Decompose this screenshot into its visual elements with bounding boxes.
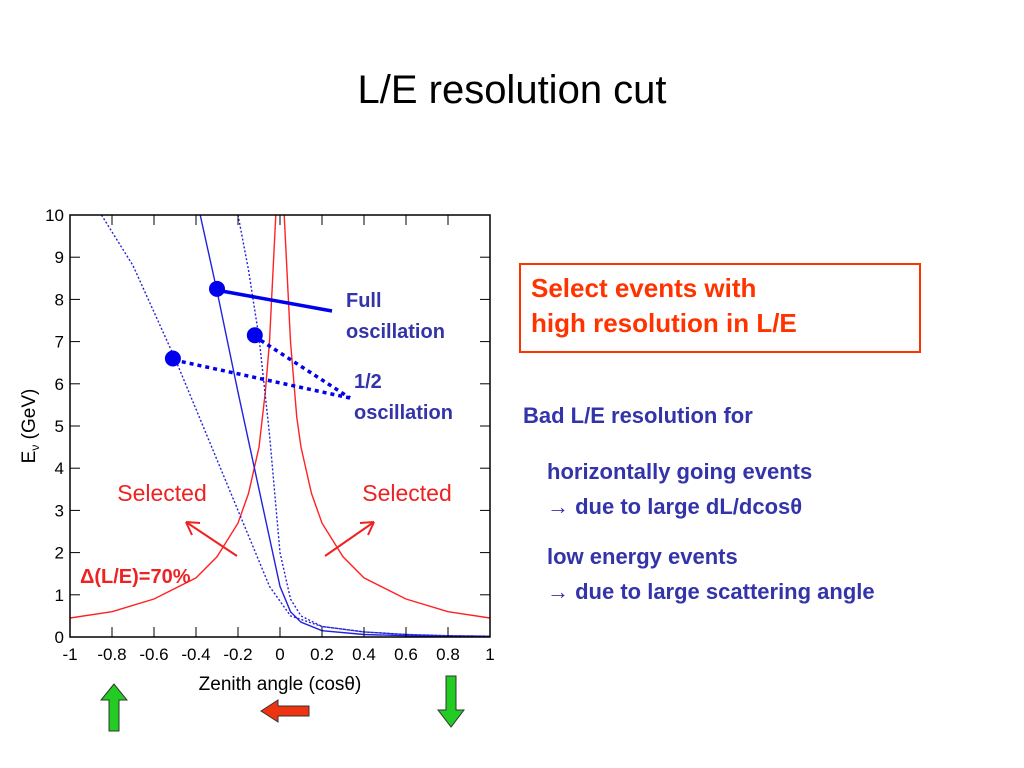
half-osc-connector-b bbox=[173, 358, 351, 400]
series-line-2 bbox=[283, 215, 490, 619]
oscillation-point-2 bbox=[246, 327, 263, 344]
y-tick-label: 8 bbox=[55, 290, 64, 309]
cut-box-line-1: Select events with bbox=[531, 273, 757, 303]
y-label-unit: (GeV) bbox=[19, 389, 40, 445]
note-item-1-line-1: horizontally going events bbox=[547, 459, 813, 484]
x-tick-label: -1 bbox=[62, 645, 77, 664]
tick-labels: -1 -0.8 -0.6 -0.4 -0.2 0 0.2 0.4 0.6 0.8 101234567… bbox=[45, 206, 495, 664]
resolution-value: (L/E)=70% bbox=[94, 566, 190, 588]
y-tick-label: 6 bbox=[55, 375, 64, 394]
full-osc-label-1: Full bbox=[346, 290, 382, 312]
slide-title: L/E resolution cut bbox=[357, 68, 667, 112]
resolution-label: Δ(L/E)=70% bbox=[80, 566, 191, 588]
notes-heading: Bad L/E resolution for bbox=[523, 403, 753, 428]
curves-group bbox=[70, 215, 490, 637]
selected-right-label: Selected bbox=[362, 480, 452, 506]
x-tick-label: -0.4 bbox=[181, 645, 210, 664]
series-line-1 bbox=[70, 215, 277, 619]
cut-description-box: Select events with high resolution in L/… bbox=[519, 263, 921, 353]
full-osc-connector bbox=[215, 288, 333, 313]
selected-left-arrow bbox=[185, 521, 238, 557]
half-osc-connector-a bbox=[253, 334, 351, 400]
full-osc-label-2: oscillation bbox=[346, 321, 445, 343]
y-tick-label: 10 bbox=[45, 206, 64, 225]
note-item-2-line-1: low energy events bbox=[547, 544, 738, 569]
y-tick-label: 1 bbox=[55, 586, 64, 605]
y-tick-label: 4 bbox=[55, 459, 64, 478]
y-tick-label: 0 bbox=[55, 628, 64, 647]
series-line-5 bbox=[237, 215, 490, 637]
oscillation-markers bbox=[164, 280, 263, 367]
x-tick-label: -0.6 bbox=[139, 645, 168, 664]
y-label-sub: ν bbox=[28, 445, 42, 451]
y-axis-label: Eν (GeV) bbox=[19, 389, 42, 464]
selected-left-label: Selected bbox=[117, 480, 207, 506]
x-tick-label: -0.8 bbox=[97, 645, 126, 664]
down-going-arrow-icon bbox=[436, 675, 466, 728]
y-tick-label: 9 bbox=[55, 248, 64, 267]
y-label-main: E bbox=[19, 451, 40, 464]
cut-box-line-2: high resolution in L/E bbox=[531, 308, 797, 338]
delta-symbol: Δ bbox=[80, 566, 94, 588]
up-going-arrow-icon bbox=[99, 683, 129, 732]
y-tick-label: 3 bbox=[55, 501, 64, 520]
x-axis-label: Zenith angle (cosθ) bbox=[199, 674, 362, 695]
y-tick-label: 7 bbox=[55, 333, 64, 352]
horizontal-arrow-icon bbox=[260, 699, 310, 723]
x-tick-label: 0 bbox=[275, 645, 284, 664]
series-line-3 bbox=[199, 215, 490, 637]
note-item-2-line-2: → due to large scattering angle bbox=[547, 579, 875, 604]
x-tick-label: 0.4 bbox=[352, 645, 376, 664]
x-tick-label: -0.2 bbox=[223, 645, 252, 664]
note-item-1-line-2: → due to large dL/dcosθ bbox=[547, 494, 803, 519]
x-tick-label: 0.8 bbox=[436, 645, 460, 664]
y-tick-label: 2 bbox=[55, 544, 64, 563]
oscillation-point-3 bbox=[164, 350, 181, 367]
oscillation-point-1 bbox=[209, 280, 225, 297]
x-tick-label: 1 bbox=[485, 645, 494, 664]
x-tick-label: 0.2 bbox=[310, 645, 334, 664]
x-tick-label: 0.6 bbox=[394, 645, 418, 664]
axis-ticks bbox=[69, 214, 491, 638]
half-osc-label-2: oscillation bbox=[354, 402, 453, 424]
selected-right-arrow bbox=[324, 521, 375, 557]
series-line-4 bbox=[100, 215, 490, 637]
half-osc-label-1: 1/2 bbox=[354, 371, 382, 393]
y-tick-label: 5 bbox=[55, 417, 64, 436]
